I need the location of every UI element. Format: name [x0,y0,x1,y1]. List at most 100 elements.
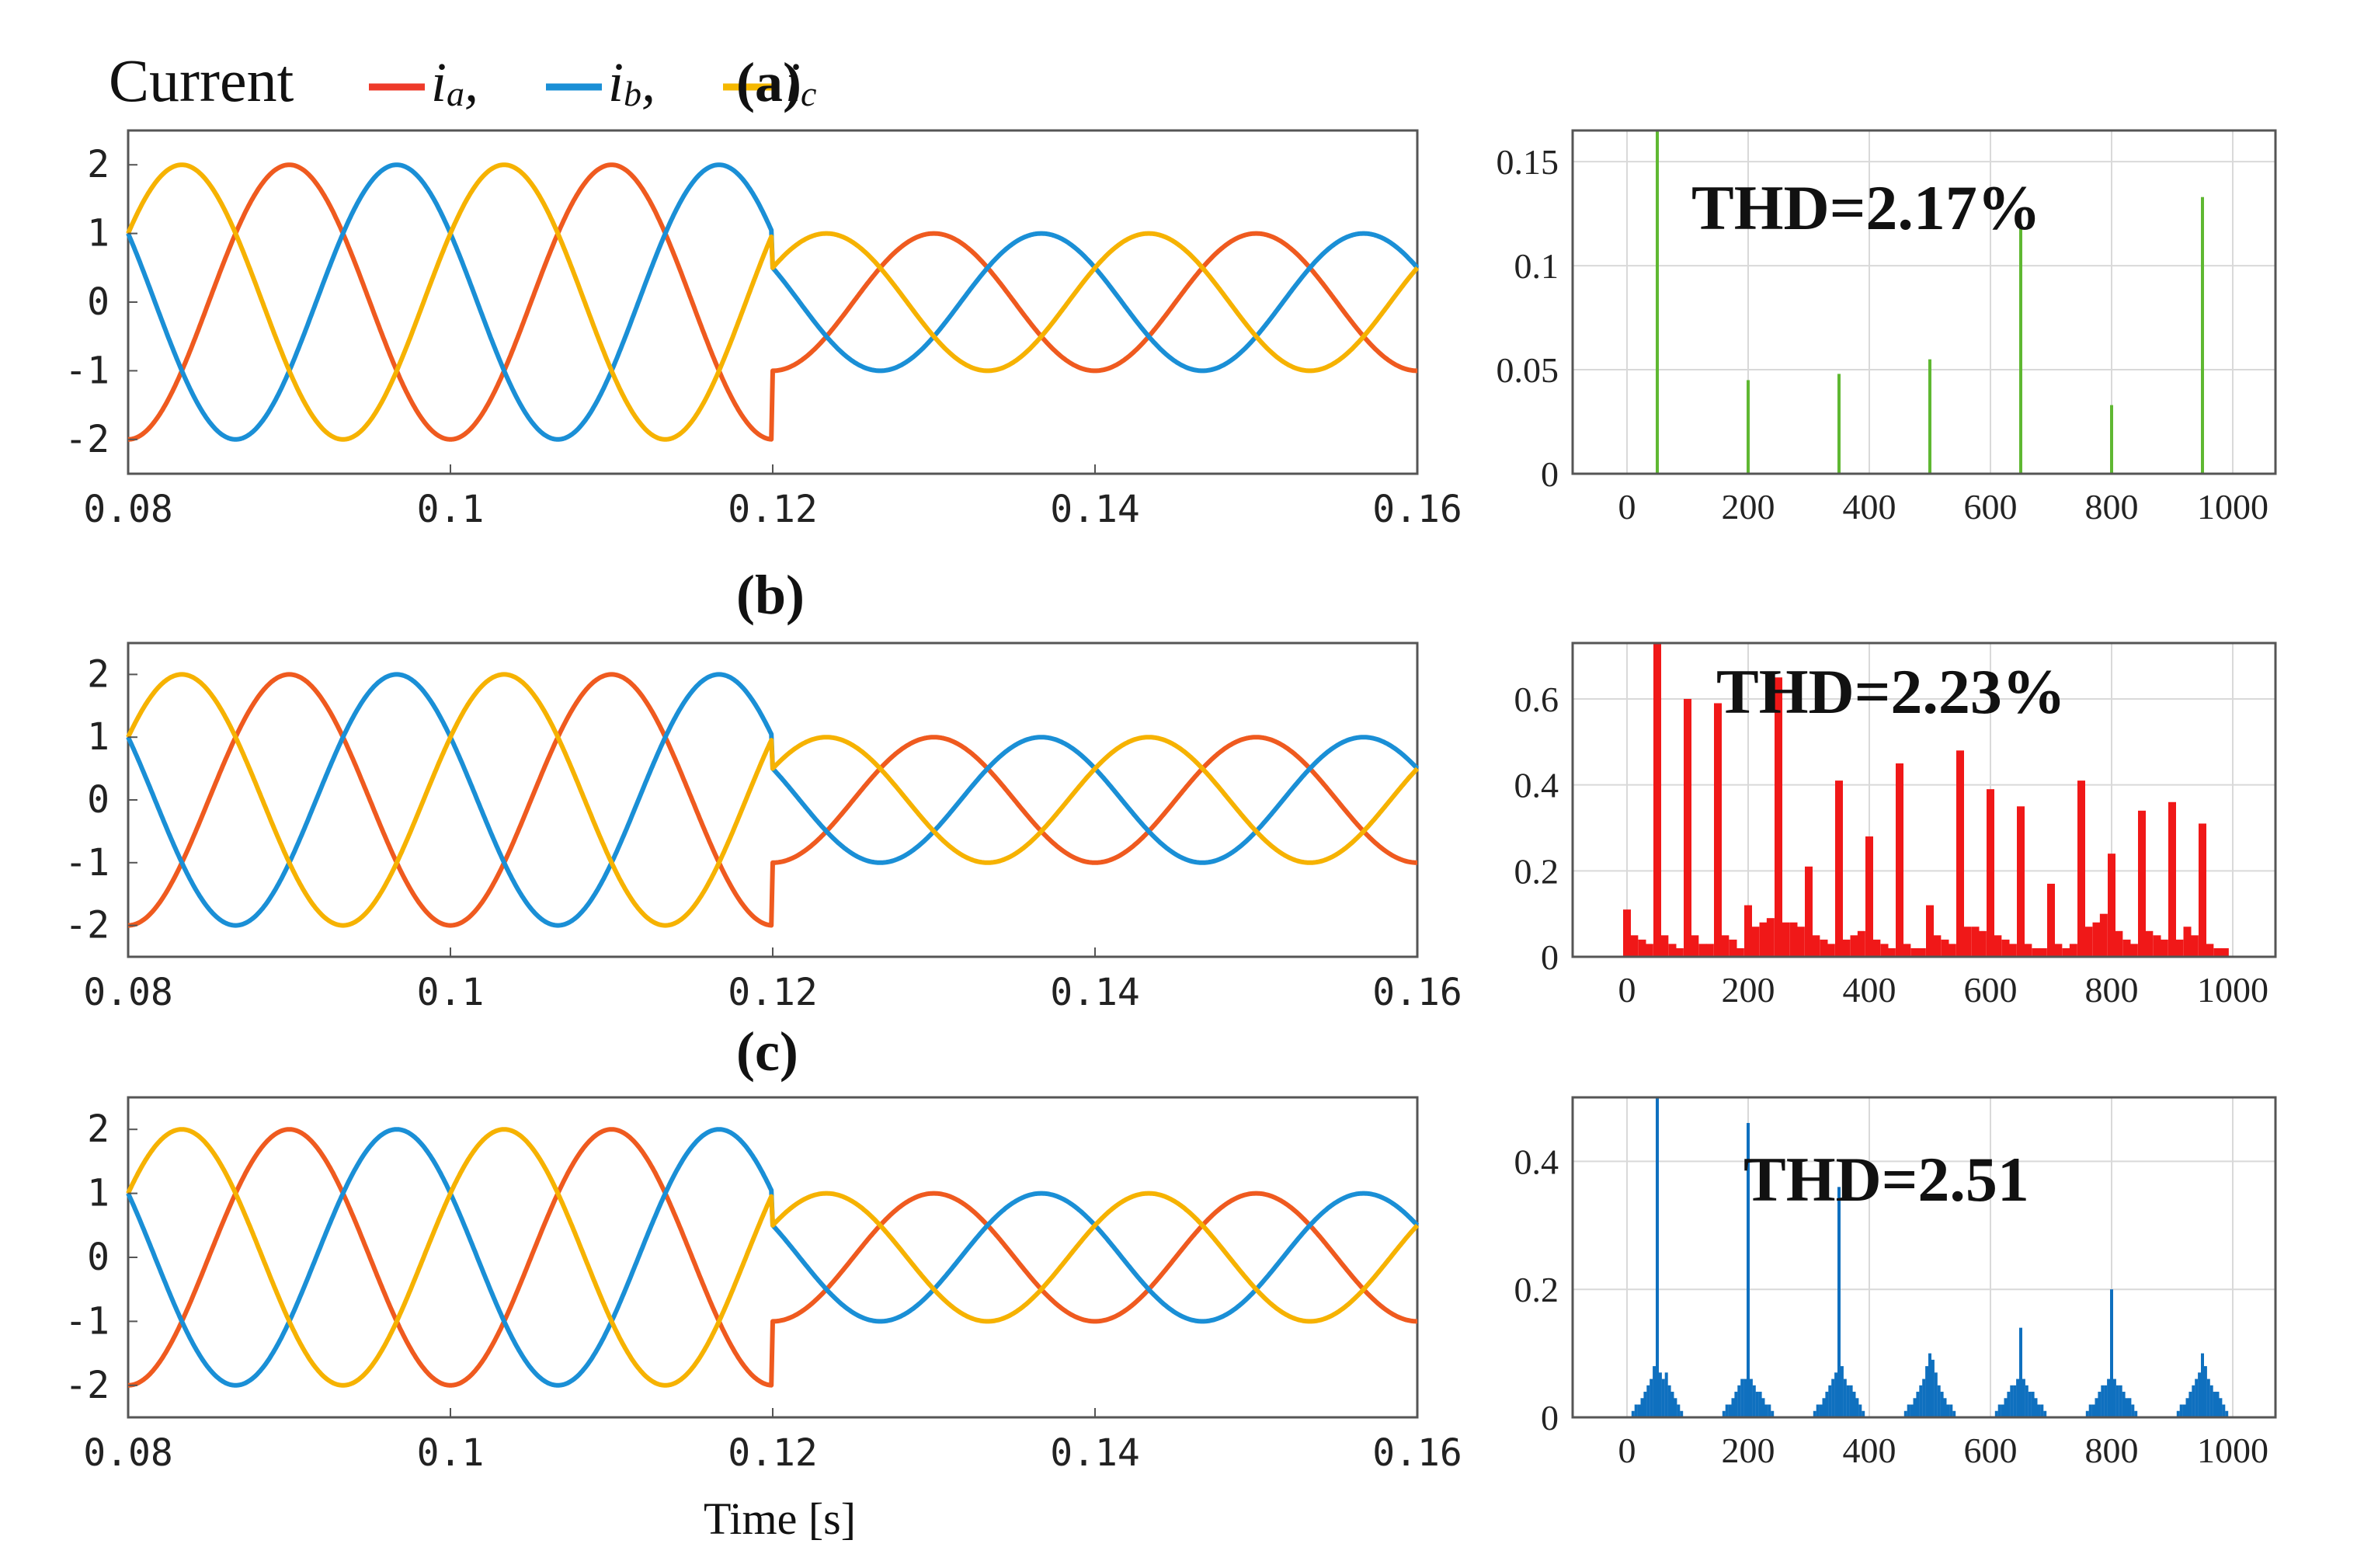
spectrum-bar [2092,922,2101,957]
spectrum-bar [1872,939,1881,957]
spectrum-bar [2219,1398,2223,1417]
spectrum-bar [1656,1097,1659,1417]
y-tick-label: 0 [87,280,110,324]
spectrum-bar [2206,944,2214,957]
y-tick-label: 2 [87,143,110,186]
spectrum-bar [1937,1385,1941,1417]
spectrum-bar [1752,1385,1756,1417]
current-waveform-a: 0.08 0.1 0.12 0.14 0.16 2 1 0 -1 -2 [64,129,1462,531]
spectrum-bar [2034,1398,2038,1417]
spectrum-bar [1721,935,1730,957]
spectrum-bar [1928,359,1931,474]
spectrum-bar [2069,944,2077,957]
spectrum-bar [1857,930,1865,957]
spectrum-bar [1630,935,1639,957]
spectrum-bar [1660,935,1669,957]
spectrum-bar [2077,781,2085,957]
spectrum-bar [1661,1379,1665,1417]
spectrum-bar [1910,1404,1914,1417]
spectrum-frame [1571,641,2277,958]
x-tick-label: 400 [1843,487,1896,527]
spectrum-bar [1828,1385,1832,1417]
x-tick-label: 400 [1843,970,1896,1010]
legend-label-b: ib, [608,51,655,113]
spectrum-bar [2125,1398,2129,1417]
spectrum-bar [2004,1398,2008,1417]
y-tick-label: 1 [87,212,110,256]
spectrum-bar [1862,1410,1865,1417]
y-tick-label: 0 [87,1236,110,1279]
x-tick-label: 400 [1843,1431,1896,1470]
y-tick-label: 0.05 [1497,350,1559,390]
y-tick-label: -2 [64,418,110,461]
spectrum-bar [1812,935,1820,957]
spectrum-bar [1668,944,1677,957]
spectrum-bar [1916,1392,1920,1417]
spectrum-bar [2182,1404,2186,1417]
spectrum-bar [1820,939,1828,957]
spectrum-bar [1782,922,1790,957]
y-tick-label: -1 [64,349,110,392]
x-tick-label: 0.12 [728,488,818,531]
harmonic-spectrum-c: 0 200 400 600 800 1000 0.4 0.2 0 THD=2.51 [1514,1096,2277,1470]
spectrum-bar [2025,1385,2029,1417]
x-tick-label: 1000 [2197,487,2268,527]
spectrum-bar [1677,1404,1681,1417]
spectrum-bar [1910,947,1919,957]
x-tick-label: 0.14 [1050,971,1140,1014]
spectrum-bar [1865,836,1873,957]
spectrum-bar [2108,854,2115,957]
x-tick-label: 0.1 [417,1431,485,1475]
spectrum-bar [2017,806,2025,957]
spectrum-bar [1850,935,1858,957]
spectrum-bar [1852,1392,1856,1417]
spectrum-bar [2107,1379,2111,1417]
spectrum-bar [2134,1410,2138,1417]
spectrum-bar [1789,922,1798,957]
spectrum-bar [1825,1392,1829,1417]
x-tick-label: 0.12 [728,971,818,1014]
spectrum-bar [1843,1379,1847,1417]
spectrum-bar [1963,927,1972,957]
spectrum-bar [1858,1404,1862,1417]
spectrum-bar [2145,930,2154,957]
spectrum-bar [1758,1392,1762,1417]
y-tick-label: -2 [64,1364,110,1407]
spectrum-bar [1731,1398,1735,1417]
spectrum-bar [1645,944,1653,957]
spectrum-bar [1747,1122,1750,1417]
spectrum-bar [2201,1353,2204,1417]
panel-title-a: (a) [736,51,801,113]
spectrum-bar [2039,947,2047,957]
y-tick-label: 0.4 [1514,766,1559,805]
x-tick-label: 0.1 [417,488,485,531]
spectrum-bar [1846,1385,1850,1417]
x-tick-label: 0.08 [83,971,173,1014]
spectrum-bar [2085,1410,2089,1417]
spectrum-bar [1667,1385,1671,1417]
spectrum-bar [1796,927,1805,957]
spectrum-bar [2122,939,2131,957]
spectrum-bar [2110,405,2113,474]
spectrum-bar [2099,913,2108,957]
spectrum-bar [2129,944,2138,957]
harmonic-spectrum-b: 0 200 400 600 800 1000 0.6 0.4 0.2 0 THD=2.23% [1514,641,2277,1010]
spectrum-bar [2131,1404,2135,1417]
spectrum-bar [1946,1404,1950,1417]
spectrum-bar [1684,698,1691,957]
spectrum-bar [2031,1392,2035,1417]
spectrum-bar [1646,1385,1650,1417]
legend-label-c: ic [785,51,816,113]
spectrum-bar [2216,1392,2220,1417]
x-tick-label: 0.16 [1372,488,1462,531]
spectrum-bar [1907,1404,1910,1417]
spectrum-bar [2022,1379,2025,1417]
spectrum-bar [2001,1404,2004,1417]
spectrum-bar [1940,1392,1944,1417]
spectrum-bar [2032,947,2040,957]
spectrum-bar [1743,1379,1747,1417]
spectrum-bar [1987,789,1994,957]
spectrum-bar [1948,944,1956,957]
spectrum-bar [2192,1385,2195,1417]
